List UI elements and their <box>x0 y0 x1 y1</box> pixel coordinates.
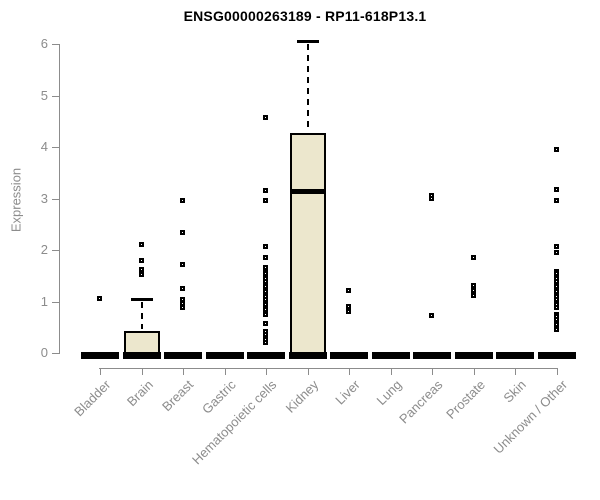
outlier-point <box>263 332 268 337</box>
outlier-point <box>263 198 268 203</box>
median-line <box>292 189 324 194</box>
outlier-point <box>429 313 434 318</box>
outlier-point <box>139 242 144 247</box>
y-tick-label: 2 <box>40 242 48 257</box>
outlier-point <box>554 147 559 152</box>
zero-bar <box>538 352 576 359</box>
outlier-point <box>139 258 144 263</box>
y-tick-label: 3 <box>40 191 48 206</box>
x-tick <box>432 368 433 375</box>
x-tick-label: Skin <box>500 377 529 406</box>
y-tick-label: 4 <box>40 139 48 154</box>
whisker-cap <box>297 40 319 43</box>
x-tick <box>266 368 267 375</box>
outlier-point <box>263 312 268 317</box>
y-tick-label: 0 <box>40 345 48 360</box>
outlier-point <box>180 262 185 267</box>
outlier-point <box>471 255 476 260</box>
outlier-point <box>180 286 185 291</box>
outlier-point <box>471 288 476 293</box>
x-tick <box>474 368 475 375</box>
x-tick <box>142 368 143 375</box>
y-tick <box>52 44 59 45</box>
x-tick <box>557 368 558 375</box>
x-tick-label: Pancreas <box>396 377 446 427</box>
outlier-point <box>180 230 185 235</box>
outlier-point <box>263 255 268 260</box>
outlier-point <box>263 321 268 326</box>
outlier-point <box>139 272 144 277</box>
x-tick-label: Kidney <box>282 377 322 416</box>
x-tick <box>349 368 350 375</box>
y-tick <box>52 96 59 97</box>
outlier-point <box>554 305 559 310</box>
outlier-point <box>554 198 559 203</box>
x-tick <box>225 368 226 375</box>
y-tick <box>52 250 59 251</box>
outlier-point <box>346 288 351 293</box>
outlier-point <box>263 244 268 249</box>
outlier-point <box>554 327 559 332</box>
y-tick-label: 6 <box>40 36 48 51</box>
outlier-point <box>97 296 102 301</box>
outlier-point <box>263 115 268 120</box>
y-tick-label: 1 <box>40 294 48 309</box>
outlier-point <box>554 250 559 255</box>
y-tick <box>52 147 59 148</box>
x-tick-label: Gastric <box>198 377 239 417</box>
outlier-point <box>346 304 351 309</box>
x-tick-label: Breast <box>159 377 197 415</box>
zero-bar <box>372 352 410 359</box>
outlier-point <box>180 305 185 310</box>
x-tick <box>183 368 184 375</box>
whisker-cap <box>131 298 153 301</box>
outlier-point <box>471 283 476 288</box>
x-tick <box>391 368 392 375</box>
zero-bar <box>413 352 451 359</box>
whisker <box>141 302 143 329</box>
zero-bar <box>455 352 493 359</box>
y-tick-label: 5 <box>40 88 48 103</box>
x-tick <box>100 368 101 375</box>
zero-bar <box>496 352 534 359</box>
x-tick-label: Lung <box>373 377 405 409</box>
chart-title: ENSG00000263189 - RP11-618P13.1 <box>183 8 427 24</box>
outlier-point <box>346 309 351 314</box>
x-axis-line <box>99 368 558 369</box>
zero-bar <box>289 352 327 359</box>
box <box>290 133 326 355</box>
x-tick <box>515 368 516 375</box>
whisker <box>307 44 309 131</box>
y-tick <box>52 199 59 200</box>
zero-bar <box>330 352 368 359</box>
zero-bar <box>81 352 119 359</box>
zero-bar <box>164 352 202 359</box>
x-tick-label: Unknown / Other <box>491 377 571 457</box>
x-tick-label: Liver <box>332 377 363 408</box>
x-tick <box>308 368 309 375</box>
x-tick-label: Bladder <box>71 377 114 420</box>
zero-bar <box>123 352 161 359</box>
outlier-point <box>180 198 185 203</box>
y-axis-line <box>59 44 60 354</box>
x-tick-label: Prostate <box>442 377 488 422</box>
outlier-point <box>554 187 559 192</box>
zero-bar <box>206 352 244 359</box>
outlier-point <box>429 196 434 201</box>
zero-bar <box>247 352 285 359</box>
outlier-point <box>139 267 144 272</box>
outlier-point <box>263 188 268 193</box>
outlier-point <box>554 244 559 249</box>
y-tick <box>52 353 59 354</box>
outlier-point <box>263 340 268 345</box>
x-tick-label: Brain <box>123 377 156 410</box>
outlier-point <box>471 293 476 298</box>
y-tick <box>52 302 59 303</box>
